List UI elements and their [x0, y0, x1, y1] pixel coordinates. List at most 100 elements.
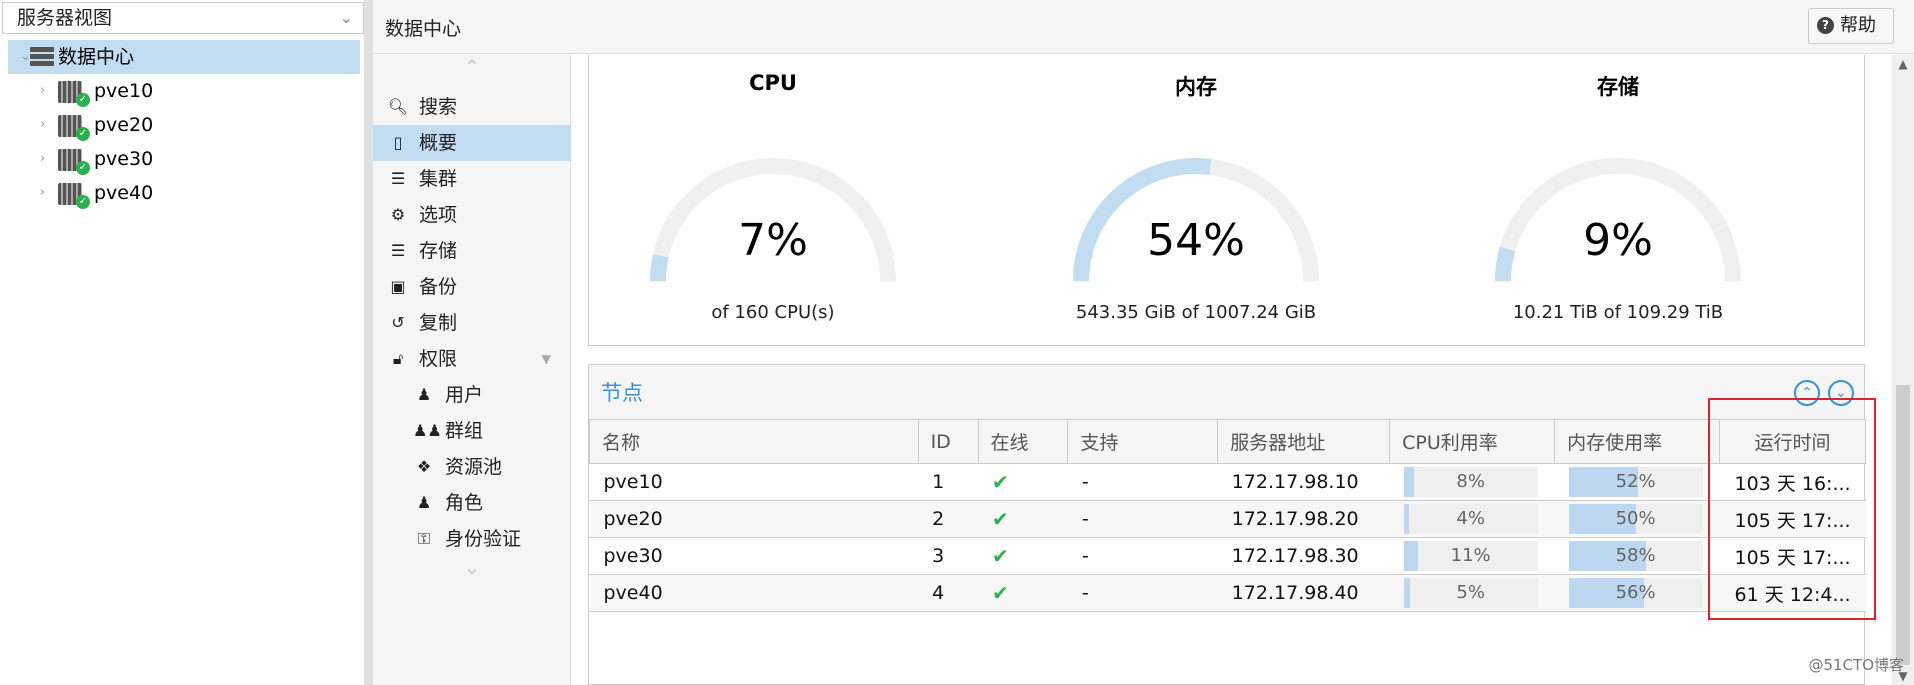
scroll-up-arrow-icon[interactable]: ▲ — [1898, 57, 1908, 71]
cell-name: pve20 — [589, 500, 919, 538]
tree-item-node[interactable]: › ✓ pve30 — [0, 142, 364, 176]
scroll-up-icon[interactable]: ⌃ — [463, 55, 481, 79]
gauge-title: 内存 — [1175, 75, 1217, 99]
gauge-subtitle: 10.21 TiB of 109.29 TiB — [1512, 302, 1724, 323]
help-button[interactable]: ? 帮助 — [1808, 8, 1894, 44]
table-row[interactable]: pve10 1 ✔ - 172.17.98.10 8% 52% 103 天 16… — [589, 463, 1866, 501]
scroll-down-icon[interactable]: ⌄ — [463, 555, 481, 579]
tree-item-datacenter[interactable]: ⌄ 数据中心 — [8, 40, 360, 74]
cpu-usage-text: 5% — [1456, 582, 1485, 603]
users-icon: ♟♟ — [413, 421, 442, 440]
nav-item-label: 身份验证 — [445, 528, 522, 550]
column-header-online[interactable]: 在线 — [977, 419, 1069, 464]
nav-item-permissions[interactable]: 🔓︎ 权限 ▼ — [373, 341, 571, 377]
tree-item-node[interactable]: › ✓ pve20 — [0, 108, 364, 142]
cpu-usage-bar: 5% — [1403, 578, 1538, 608]
gauge-value: 9% — [1583, 215, 1653, 266]
triangle-down-icon[interactable]: ▼ — [541, 352, 551, 366]
server-ok-icon: ✓ — [58, 81, 90, 107]
collapse-up-icon[interactable]: ⌃ — [1794, 380, 1820, 406]
expand-caret-icon[interactable]: › — [40, 185, 46, 200]
nav-item-storage[interactable]: ☰ 存储 — [373, 233, 571, 269]
cell-online: ✔ — [978, 500, 1068, 538]
nodes-table: 名称 ID 在线 支持 服务器地址 CPU利用率 内存使用率 运行时间 pve1… — [589, 419, 1866, 612]
table-row[interactable]: pve30 3 ✔ - 172.17.98.30 11% 58% 105 天 1… — [589, 537, 1866, 575]
panel-splitter[interactable] — [364, 0, 373, 685]
check-icon: ✔ — [992, 507, 1009, 531]
unlock-icon: 🔓︎ — [392, 349, 404, 368]
cpu-usage-bar: 8% — [1403, 467, 1538, 497]
gauge-value: 7% — [738, 215, 808, 266]
cell-cpu: 11% — [1389, 537, 1555, 575]
table-row[interactable]: pve40 4 ✔ - 172.17.98.40 5% 56% 61 天 12:… — [589, 574, 1866, 612]
memory-usage-text: 56% — [1615, 582, 1656, 603]
cell-support: - — [1067, 574, 1218, 612]
tree-item-node[interactable]: › ✓ pve10 — [0, 74, 364, 108]
gauge-cpu: CPU 7% of 160 CPU(s) — [608, 55, 938, 345]
nav-item-options[interactable]: ⚙ 选项 — [373, 197, 571, 233]
nav-item-label: 搜索 — [419, 96, 458, 118]
cell-name: pve40 — [589, 574, 919, 612]
gauge-subtitle: 543.35 GiB of 1007.24 GiB — [1075, 302, 1317, 323]
gauge-value: 54% — [1147, 215, 1245, 266]
nav-item-summary[interactable]: ▯ 概要 — [373, 125, 571, 161]
memory-usage-text: 58% — [1615, 545, 1656, 566]
view-select-value: 服务器视图 — [17, 7, 113, 29]
nav-menu: ⌃ 🔍︎ 搜索 ▯ 概要 ☰ 集群 ⚙ 选项 ☰ 存储 ▣ 备份 ↺ 复制 — [373, 55, 571, 685]
nav-item-label: 权限 — [419, 348, 458, 370]
gauge-subtitle: of 160 CPU(s) — [711, 302, 835, 323]
expand-caret-icon[interactable]: › — [40, 151, 46, 166]
tree-item-label: pve30 — [94, 148, 154, 170]
gauges-panel: CPU 7% of 160 CPU(s) 内存 54% 543.35 GiB o… — [588, 55, 1865, 346]
cell-uptime: 105 天 17:... — [1719, 500, 1866, 538]
cell-memory: 58% — [1554, 537, 1720, 575]
nav-item-label: 存储 — [419, 240, 458, 262]
expand-caret-icon[interactable]: › — [40, 83, 46, 98]
nav-item-search[interactable]: 🔍︎ 搜索 — [373, 89, 571, 125]
nav-item-replication[interactable]: ↺ 复制 — [373, 305, 571, 341]
watermark: @51CTO博客 — [1808, 656, 1904, 674]
user-icon: ♟ — [416, 385, 432, 404]
nav-item-roles[interactable]: ♟ 角色 — [373, 485, 571, 521]
column-header-memory[interactable]: 内存使用率 — [1554, 419, 1721, 464]
nav-item-realms[interactable]: ⚿ 身份验证 — [373, 521, 571, 557]
memory-usage-fill — [1568, 541, 1647, 571]
view-select[interactable]: 服务器视图 ⌄ — [2, 2, 364, 34]
tree-item-node[interactable]: › ✓ pve40 — [0, 176, 364, 210]
cell-name: pve10 — [589, 463, 919, 501]
table-row[interactable]: pve20 2 ✔ - 172.17.98.20 4% 50% 105 天 17… — [589, 500, 1866, 538]
cell-cpu: 4% — [1389, 500, 1555, 538]
nav-item-cluster[interactable]: ☰ 集群 — [373, 161, 571, 197]
nav-item-label: 集群 — [419, 168, 458, 190]
scrollbar-thumb[interactable] — [1896, 385, 1910, 665]
male-icon: ♟ — [416, 493, 432, 512]
column-header-cpu[interactable]: CPU利用率 — [1389, 419, 1556, 464]
scroll-down-arrow-icon[interactable]: ▼ — [1898, 669, 1908, 683]
nodes-header: 节点 ⌃ ⌄ — [589, 365, 1864, 419]
question-icon: ? — [1817, 17, 1834, 34]
expand-down-icon[interactable]: ⌄ — [1828, 380, 1854, 406]
nav-item-groups[interactable]: ♟♟ 群组 — [373, 413, 571, 449]
cpu-usage-text: 4% — [1456, 508, 1485, 529]
cell-online: ✔ — [978, 537, 1068, 575]
column-header-address[interactable]: 服务器地址 — [1217, 419, 1391, 464]
search-icon: 🔍︎ — [387, 97, 409, 116]
nav-item-users[interactable]: ♟ 用户 — [373, 377, 571, 413]
cell-name: pve30 — [589, 537, 919, 575]
cell-uptime: 103 天 16:... — [1719, 463, 1866, 501]
cell-online: ✔ — [978, 463, 1068, 501]
vertical-scrollbar[interactable]: ▲ ▼ — [1892, 55, 1914, 685]
column-header-uptime[interactable]: 运行时间 — [1719, 419, 1866, 464]
column-header-id[interactable]: ID — [917, 419, 979, 464]
check-icon: ✔ — [992, 544, 1009, 568]
collapse-caret-icon[interactable]: ⌄ — [20, 49, 31, 64]
memory-usage-fill — [1568, 467, 1639, 497]
expand-caret-icon[interactable]: › — [40, 117, 46, 132]
nav-item-pools[interactable]: ❖ 资源池 — [373, 449, 571, 485]
column-header-name[interactable]: 名称 — [589, 419, 919, 464]
column-header-support[interactable]: 支持 — [1067, 419, 1219, 464]
nav-item-backup[interactable]: ▣ 备份 — [373, 269, 571, 305]
nav-item-label: 概要 — [419, 132, 458, 154]
gear-icon: ⚙ — [390, 205, 406, 224]
gauge-storage: 存储 9% 10.21 TiB of 109.29 TiB — [1453, 55, 1783, 345]
